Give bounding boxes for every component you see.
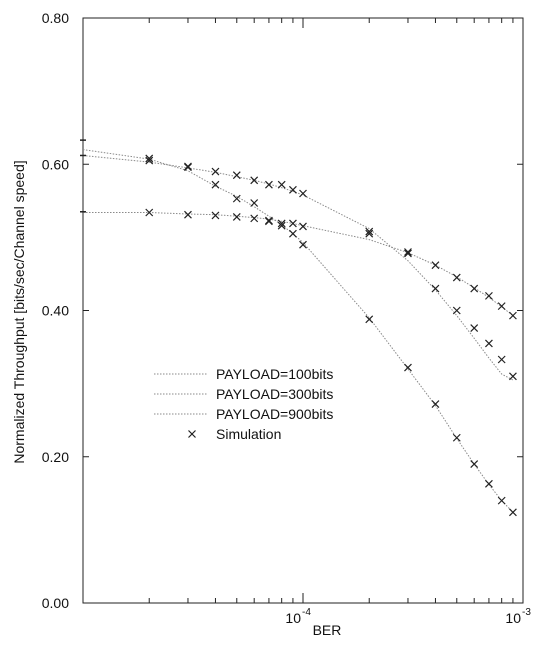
simulation-point [404, 248, 412, 256]
simulation-point [232, 171, 241, 180]
simulation-point [145, 208, 154, 217]
simulation-point [497, 302, 506, 311]
simulation-point [299, 240, 307, 249]
x-tick-base: 10 [285, 610, 301, 626]
simulation-point [497, 355, 506, 364]
x-tick-base: 10 [505, 610, 521, 626]
simulation-point [250, 176, 259, 185]
simulation-point [431, 400, 440, 409]
y-axis-title: Normalized Throughput [bits/sec/Channel … [11, 160, 27, 463]
y-tick-label: 0.40 [42, 303, 69, 319]
series-markers [80, 139, 517, 517]
simulation-point [289, 229, 297, 238]
simulation-point [299, 189, 307, 198]
simulation-point [277, 221, 286, 230]
simulation-point [211, 180, 220, 189]
simulation-point [497, 496, 506, 505]
simulation-point [184, 210, 192, 219]
simulation-point [484, 291, 493, 300]
x-tick-label: 10 -4 [285, 607, 311, 626]
simulation-point [232, 212, 241, 221]
simulation-point [184, 162, 192, 171]
simulation-point [264, 217, 273, 226]
simulation-point [277, 180, 286, 189]
simulation-point [277, 219, 286, 228]
legend-label: PAYLOAD=300bits [216, 386, 333, 402]
simulation-point [211, 167, 220, 176]
legend-label: PAYLOAD=900bits [216, 406, 333, 422]
x-tick-exponent: -3 [522, 607, 531, 618]
x-axis: 10 -4 10 -3 [148, 18, 531, 626]
y-axis: 0.00 0.20 0.40 0.60 0.80 [42, 10, 523, 611]
simulation-point [365, 229, 374, 238]
simulation-point [232, 194, 241, 203]
simulation-point [145, 156, 154, 165]
x-axis-title: BER [313, 622, 342, 638]
simulation-point [365, 315, 374, 324]
simulation-point [404, 363, 412, 372]
x-tick-exponent: -4 [302, 607, 311, 618]
simulation-point [250, 199, 259, 207]
simulation-point [470, 324, 479, 332]
simulation-point [299, 222, 307, 231]
simulation-point [509, 508, 517, 517]
simulation-point [452, 306, 461, 315]
simulation-point [509, 372, 517, 381]
simulation-point [470, 284, 479, 293]
simulation-point [484, 339, 493, 348]
simulation-point [431, 284, 440, 293]
simulation-point [289, 219, 297, 228]
legend-label: PAYLOAD=100bits [216, 366, 333, 382]
simulation-point [211, 211, 220, 220]
y-tick-label: 0.80 [42, 10, 69, 26]
simulation-point [431, 261, 440, 270]
simulation-point [484, 479, 493, 488]
simulation-point [250, 214, 259, 223]
legend: PAYLOAD=100bits PAYLOAD=300bits PAYLOAD=90… [154, 366, 333, 442]
y-tick-label: 0.00 [42, 595, 69, 611]
simulation-point [452, 433, 461, 442]
simulation-point [145, 154, 154, 163]
simulation-point [470, 460, 479, 468]
y-tick-label: 0.20 [42, 449, 69, 465]
simulation-point [509, 311, 517, 320]
simulation-point [452, 273, 461, 282]
x-tick-label: 10 -3 [505, 607, 531, 626]
simulation-point [404, 249, 412, 258]
simulation-point [289, 185, 297, 194]
legend-marker [188, 430, 196, 438]
simulation-point [365, 227, 374, 236]
legend-label: Simulation [216, 426, 281, 442]
y-tick-label: 0.60 [42, 156, 69, 172]
simulation-point [264, 180, 273, 189]
